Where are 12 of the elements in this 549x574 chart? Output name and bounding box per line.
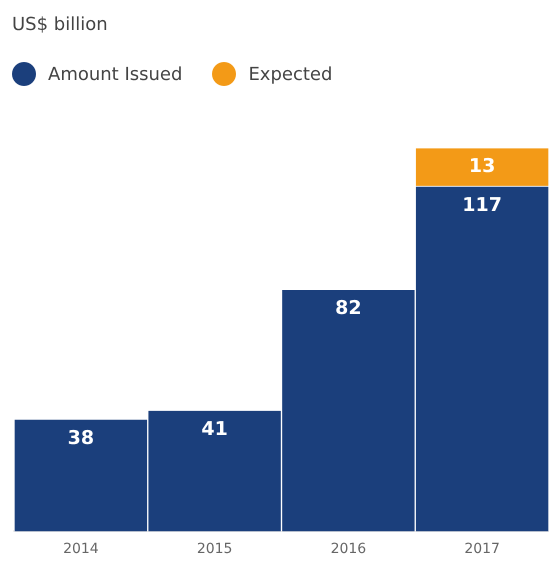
legend-label: Expected bbox=[248, 64, 332, 84]
x-tick-label: 2015 bbox=[196, 541, 232, 558]
data-label: 41 bbox=[201, 418, 228, 440]
legend-label: Amount Issued bbox=[48, 64, 182, 84]
x-tick-label: 2016 bbox=[330, 541, 366, 558]
chart-title: US$ billion bbox=[12, 14, 108, 35]
x-tick-label: 2017 bbox=[464, 541, 500, 558]
data-label: 13 bbox=[468, 154, 496, 177]
data-label: 38 bbox=[68, 427, 94, 450]
data-label: 82 bbox=[335, 297, 362, 320]
x-tick-label: 2014 bbox=[63, 541, 99, 558]
data-label: 117 bbox=[462, 194, 502, 216]
